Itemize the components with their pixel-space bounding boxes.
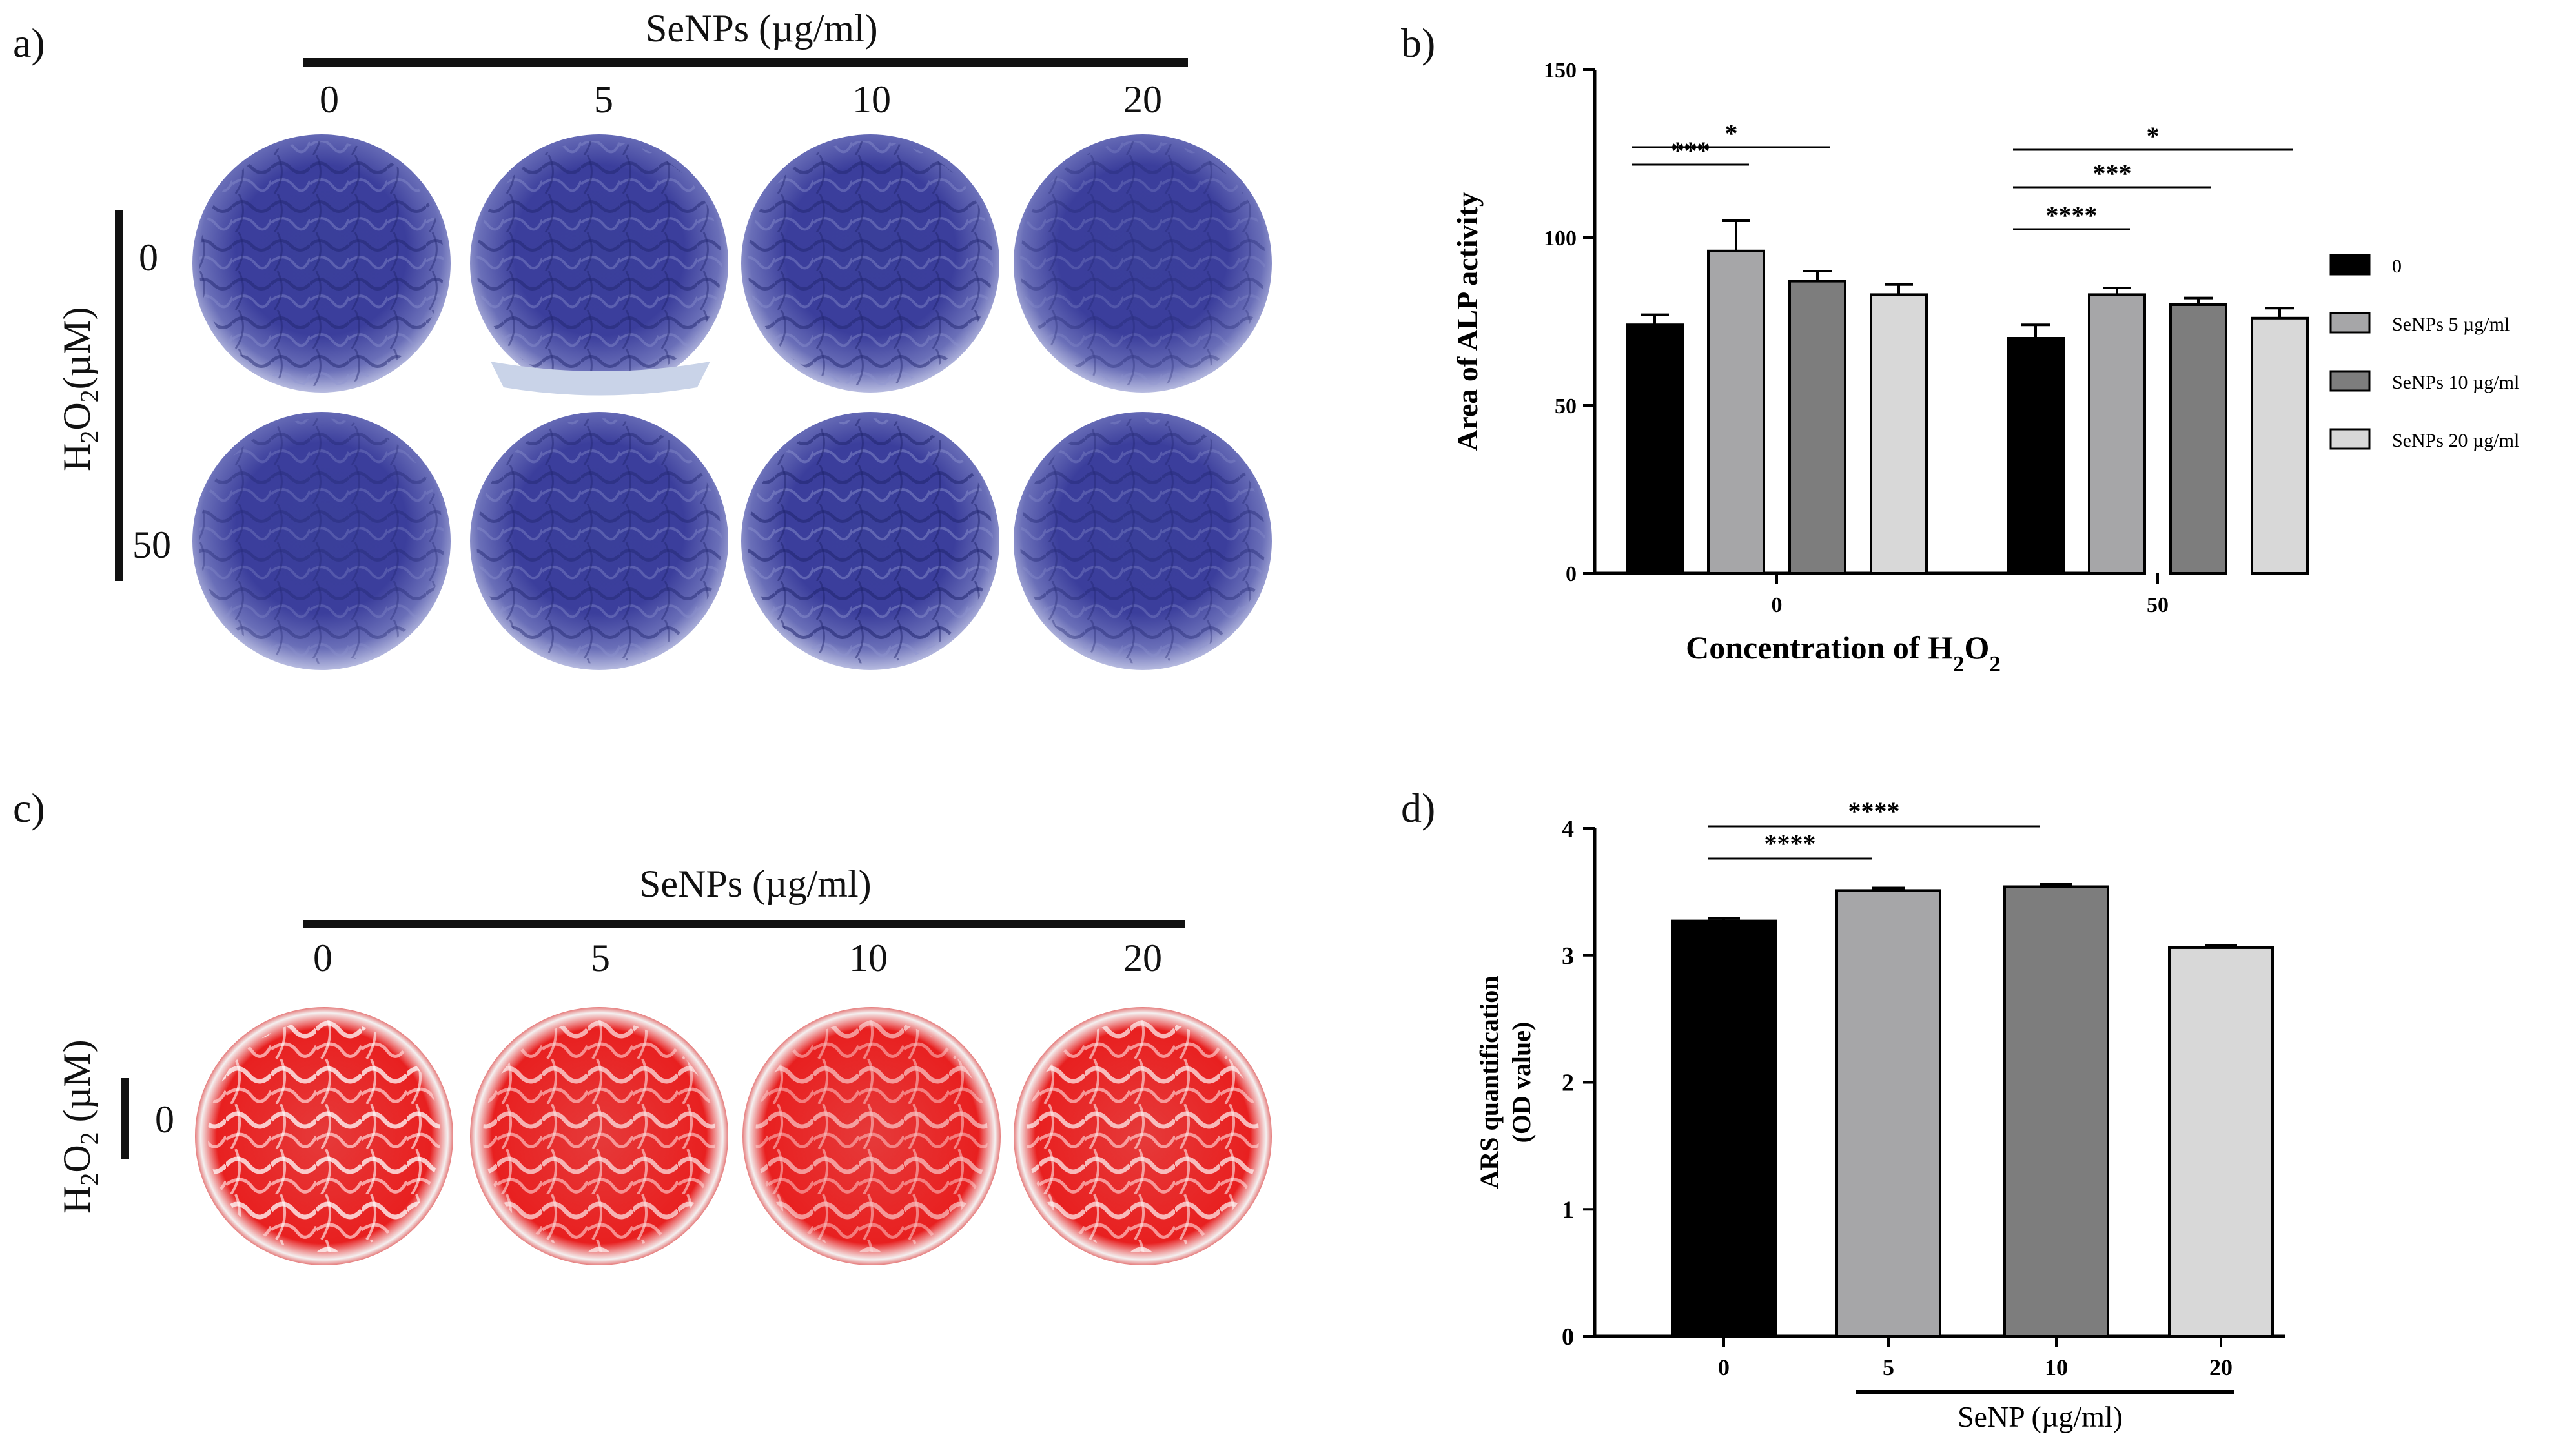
panel-a-well-h0-c10 [741, 134, 999, 393]
panel-c-level-10: 10 [849, 937, 888, 979]
chart-b-ylabel: Area of ALP activity [1451, 192, 1484, 451]
chart-d-ylabel-line1: ARS quantification [1475, 975, 1504, 1189]
panel-b-label: b) [1401, 20, 1436, 66]
panel-c-label: c) [13, 785, 45, 831]
chart-d-xtick-label: 0 [1718, 1354, 1730, 1380]
panel-a-h2o2-level-50: 50 [132, 524, 171, 566]
chart-b-ytick-label: 150 [1544, 59, 1577, 83]
chart-b-xlabel: Concentration of H2O2 [1686, 629, 2001, 677]
chart-d-xtick-label: 5 [1883, 1354, 1894, 1380]
chart-d-bar [2003, 885, 2109, 1338]
panel-a-well-h0-c5 [470, 134, 728, 396]
panel-c-well-c10 [742, 1007, 1001, 1265]
panel-a-well-h0-c0 [192, 134, 451, 393]
chart-b-xtick-label: 50 [2147, 593, 2169, 617]
chart-b-legend-label: SeNPs 20 µg/ml [2392, 430, 2519, 451]
chart-d: 0 1 2 3 4 ARS quantification (OD value) 0 5 10 20 S… [1475, 797, 2285, 1433]
panel-a-well-h50-c10 [741, 412, 999, 670]
chart-b-bar [2007, 337, 2065, 575]
chart-b-legend-swatch [2329, 428, 2371, 450]
chart-b-bar [2088, 293, 2146, 575]
chart-d-ytick-label: 2 [1562, 1070, 1574, 1097]
panel-a-label: a) [13, 20, 45, 66]
chart-d-ytick-label: 3 [1562, 943, 1574, 970]
chart-b-sig-label: *** [2093, 159, 2132, 188]
chart-b-ytick-label: 50 [1555, 394, 1577, 418]
chart-b-sig-label: *** [1671, 136, 1710, 165]
chart-b-legend-label: SeNPs 5 µg/ml [2392, 314, 2510, 335]
chart-d-ytick-label: 4 [1562, 815, 1574, 842]
panel-a-wells [192, 134, 1272, 670]
chart-b-legend-label: 0 [2392, 256, 2402, 277]
chart-b-xtick-label: 0 [1772, 593, 1783, 617]
chart-d-ylabel-line2: (OD value) [1507, 1022, 1536, 1143]
chart-d-sig-label: **** [1848, 797, 1900, 826]
chart-b-bar [1707, 249, 1765, 575]
panel-a-header-line [303, 58, 1188, 67]
chart-b-bar [1626, 323, 1684, 575]
chart-b-bar [2251, 316, 2309, 575]
chart-d-bar [1671, 919, 1777, 1338]
chart-d-xlabel: SeNP (µg/ml) [1958, 1400, 2123, 1433]
panel-a-level-10: 10 [852, 78, 891, 121]
chart-d-xtick-label: 20 [2209, 1354, 2233, 1380]
panel-a-level-20: 20 [1123, 78, 1162, 121]
panel-c-h2o2-line [121, 1078, 129, 1159]
panel-c-level-20: 20 [1123, 937, 1162, 979]
chart-b-legend-label: SeNPs 10 µg/ml [2392, 372, 2519, 393]
chart-b-bar [1788, 280, 1846, 575]
panel-a-level-0: 0 [320, 78, 339, 121]
chart-b-legend-swatch [2329, 312, 2371, 334]
chart-b-legend-swatch [2329, 370, 2371, 392]
chart-b-sig-label: * [2147, 121, 2160, 150]
panel-c-well-c5 [470, 1007, 728, 1265]
panel-c-well-c20 [1014, 1007, 1272, 1265]
panel-c-header: SeNPs (µg/ml) [639, 862, 872, 905]
panel-a-h2o2-line [115, 210, 123, 581]
panel-c-h2o2-level-0: 0 [155, 1098, 174, 1141]
chart-b: 0 50 100 150 Area of ALP activity Concentrati… [1451, 59, 2519, 677]
chart-b-bar [1870, 293, 1928, 575]
chart-b-sig-label: * [1725, 119, 1738, 148]
chart-d-xtick-label: 10 [2045, 1354, 2068, 1380]
chart-d-bar [2168, 946, 2274, 1338]
chart-d-ytick-label: 1 [1562, 1196, 1574, 1223]
chart-b-sig-label: **** [2046, 201, 2098, 230]
chart-b-ytick-label: 100 [1544, 227, 1577, 250]
panel-c-well-c0 [195, 1007, 453, 1265]
chart-b-ytick-label: 0 [1566, 562, 1577, 586]
panel-a-well-h50-c5 [470, 412, 728, 670]
panel-c-level-5: 5 [591, 937, 610, 979]
panel-c-header-line [303, 920, 1185, 928]
panel-a-level-5: 5 [594, 78, 613, 121]
panel-a-well-h50-c0 [192, 412, 451, 670]
panel-a-header: SeNPs (µg/ml) [646, 7, 878, 50]
panel-c-level-0: 0 [313, 937, 332, 979]
panel-d-label: d) [1401, 785, 1436, 831]
chart-d-bar [1835, 889, 1941, 1338]
panel-a-well-h50-c20 [1014, 412, 1272, 670]
panel-c-wells [195, 1007, 1272, 1265]
chart-d-sig-label: **** [1764, 829, 1816, 858]
chart-d-ytick-label: 0 [1562, 1323, 1574, 1351]
panel-a-well-h0-c20 [1014, 134, 1272, 393]
chart-b-bar [2169, 303, 2227, 575]
panel-a-h2o2-level-0: 0 [139, 236, 158, 279]
chart-b-legend-swatch [2329, 254, 2371, 276]
